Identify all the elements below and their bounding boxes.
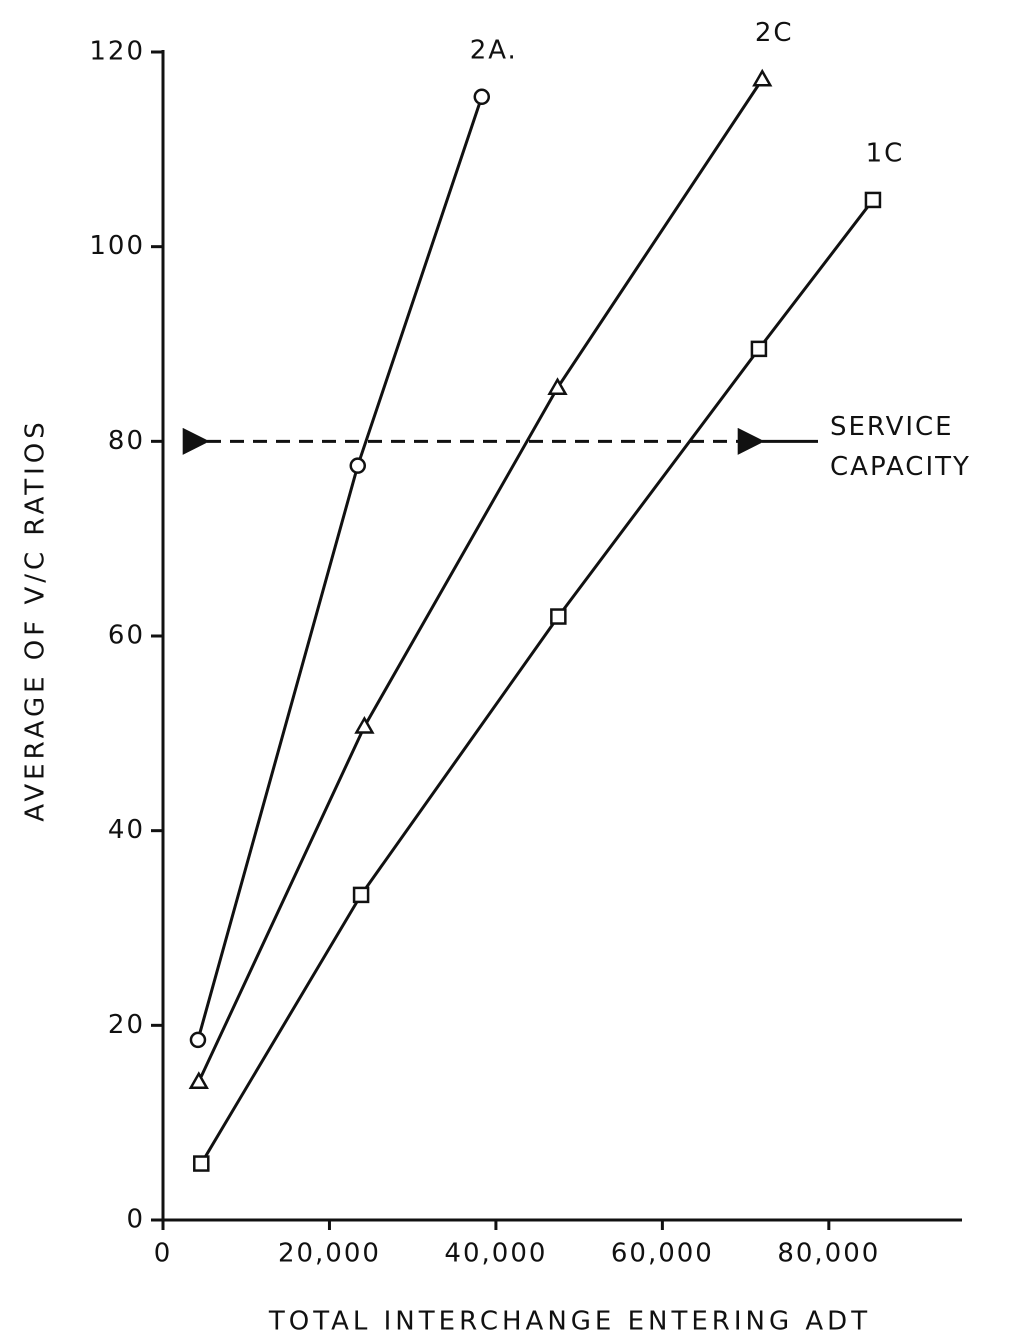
y-axis-title: AVERAGE OF V/C RATIOS <box>21 418 51 821</box>
x-tick-label: 20,000 <box>278 1239 381 1269</box>
point <box>547 377 568 396</box>
x-tick-label: 80,000 <box>777 1239 880 1269</box>
point <box>354 716 375 734</box>
point <box>750 340 768 358</box>
series-line <box>197 78 764 1083</box>
point <box>550 608 567 625</box>
y-tick-label: 120 <box>89 37 145 67</box>
y-tick-label: 40 <box>108 815 145 845</box>
point <box>752 68 773 87</box>
point <box>193 1155 210 1172</box>
y-tick-label: 100 <box>89 231 145 261</box>
point <box>349 457 367 474</box>
series-label: 2C <box>755 18 794 48</box>
x-axis-title: TOTAL INTERCHANGE ENTERING ADT <box>268 1307 871 1337</box>
point <box>352 886 370 904</box>
series-label: 1C <box>866 138 905 168</box>
annotation: SERVICE <box>830 412 954 442</box>
point <box>188 1071 209 1090</box>
x-tick-label: 60,000 <box>611 1239 714 1269</box>
y-tick-label: 60 <box>108 621 145 651</box>
point <box>864 191 882 209</box>
point <box>473 88 491 106</box>
point <box>189 1031 207 1049</box>
series-line <box>199 199 875 1165</box>
x-tick-label: 40,000 <box>444 1239 547 1269</box>
series-line <box>196 96 484 1041</box>
y-tick-label: 20 <box>108 1010 145 1040</box>
annotation: CAPACITY <box>830 452 971 482</box>
y-tick-label: 0 <box>126 1205 145 1235</box>
y-tick-label: 80 <box>108 426 145 456</box>
x-tick-label: 0 <box>154 1239 173 1269</box>
series-label: 2A. <box>470 35 518 65</box>
